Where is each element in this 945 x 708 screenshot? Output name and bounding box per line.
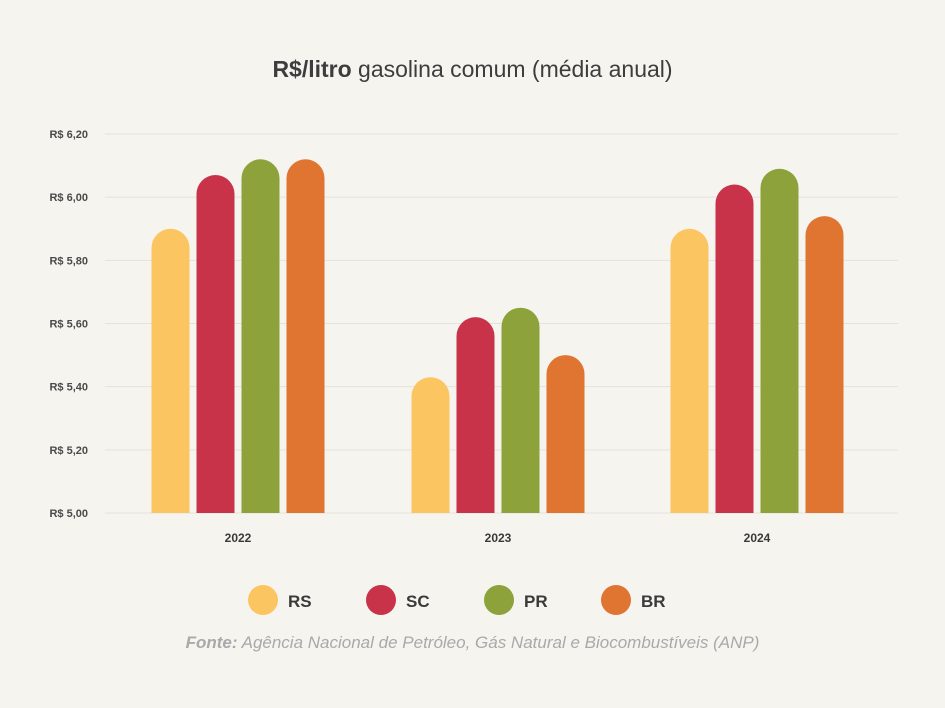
y-tick-label: R$ 5,60 (49, 319, 88, 331)
legend-label-rs: RS (288, 592, 312, 611)
bar-rs-2023 (411, 377, 450, 513)
y-tick-label: R$ 5,40 (49, 382, 88, 394)
legend-label-br: BR (641, 592, 666, 611)
legend-swatch-rs (248, 585, 278, 615)
legend-label-sc: SC (406, 592, 430, 611)
chart-title-bold: R$/litro (272, 56, 352, 82)
y-axis: R$ 5,00 R$ 5,20 R$ 5,40 R$ 5,60 R$ 5,80 R$ 6,… (49, 129, 88, 520)
legend-swatch-sc (366, 585, 396, 615)
source-label: Fonte: (185, 633, 238, 652)
bar-pr-2022 (241, 159, 280, 513)
bar-pr-2023 (501, 307, 540, 513)
y-tick-label: R$ 5,80 (49, 255, 88, 267)
bar-sc-2024 (715, 184, 754, 514)
bar-sc-2022 (196, 175, 235, 513)
legend-swatch-br (601, 585, 631, 615)
bar-br-2023 (546, 355, 585, 513)
source-text: Agência Nacional de Petróleo, Gás Natura… (237, 633, 760, 652)
chart-title-rest: gasolina comum (média anual) (351, 56, 673, 82)
bar-rs-2024 (670, 228, 709, 513)
bar-br-2022 (286, 159, 325, 513)
x-tick-label: 2024 (744, 531, 771, 545)
x-tick-label: 2023 (485, 531, 512, 545)
legend: RS SC PR BR (248, 585, 666, 615)
bar-rs-2022 (151, 228, 190, 513)
x-axis: 2022 2023 2024 (225, 531, 771, 545)
legend-label-pr: PR (524, 592, 548, 611)
y-tick-label: R$ 5,20 (49, 445, 88, 457)
x-tick-label: 2022 (225, 531, 252, 545)
source-note: Fonte: Agência Nacional de Petróleo, Gás… (0, 633, 945, 653)
y-tick-label: R$ 5,00 (49, 508, 88, 520)
bar-br-2024 (805, 216, 844, 513)
bar-pr-2024 (760, 168, 799, 513)
y-tick-label: R$ 6,20 (49, 129, 88, 141)
bar-sc-2023 (456, 317, 495, 513)
bars-layer (151, 159, 844, 514)
chart-title: R$/litro gasolina comum (média anual) (0, 56, 945, 83)
y-tick-label: R$ 6,00 (49, 192, 88, 204)
legend-swatch-pr (484, 585, 514, 615)
